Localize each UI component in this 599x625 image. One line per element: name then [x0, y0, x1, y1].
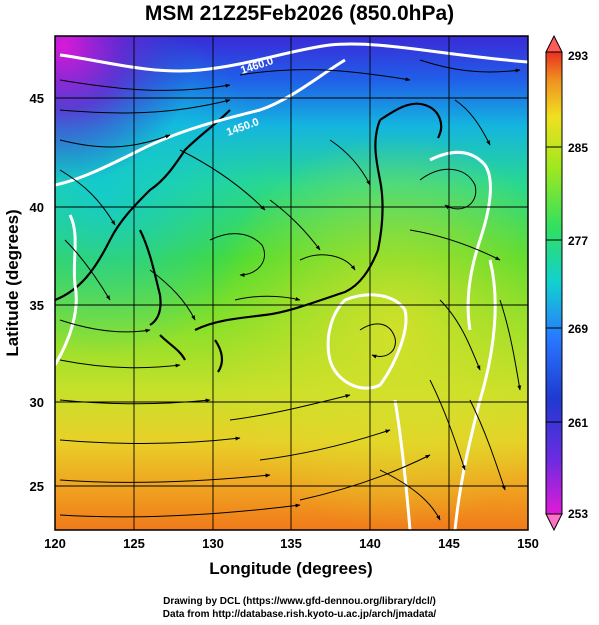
y-tick-label: 40	[30, 200, 44, 215]
colorbar-label: 293	[568, 49, 588, 63]
y-axis: 25 30 35 40 45 Latitude (degrees)	[3, 91, 44, 494]
y-tick-label: 35	[30, 298, 44, 313]
x-tick-label: 130	[202, 536, 224, 551]
y-tick-label: 45	[30, 91, 44, 106]
colorbar-bottom-arrow	[545, 513, 563, 532]
coastlines	[55, 102, 443, 373]
colorbar-label: 285	[568, 141, 588, 155]
x-tick-label: 140	[359, 536, 381, 551]
wind-streamlines	[59, 59, 522, 521]
colorbar-label: 277	[568, 234, 588, 248]
temperature-field	[55, 36, 528, 530]
colorbar-label: 253	[568, 507, 588, 521]
x-tick-label: 150	[517, 536, 539, 551]
credit-data-source: Data from http://database.rish.kyoto-u.a…	[162, 609, 437, 620]
x-axis: 120 125 130 135 140 145 150 Longitude (d…	[44, 536, 539, 578]
y-tick-label: 30	[30, 395, 44, 410]
x-tick-label: 135	[280, 536, 302, 551]
colorbar-label: 269	[568, 322, 588, 336]
colorbar-scale	[545, 51, 563, 515]
x-tick-label: 120	[44, 536, 66, 551]
colorbar-label: 261	[568, 416, 588, 430]
grid-lines	[55, 36, 528, 530]
map-title: MSM 21Z25Feb2026 (850.0hPa)	[144, 2, 455, 25]
y-tick-label: 25	[30, 479, 44, 494]
x-tick-label: 145	[438, 536, 460, 551]
credit-drawing: Drawing by DCL (https://www.gfd-dennou.o…	[163, 596, 436, 607]
x-tick-label: 125	[123, 536, 145, 551]
y-axis-title: Latitude (degrees)	[3, 209, 22, 356]
colorbar: 293 285 277 269 261 253	[545, 34, 588, 532]
colorbar-top-arrow	[545, 34, 563, 53]
height-contours	[55, 42, 528, 530]
x-axis-title: Longitude (degrees)	[209, 559, 372, 578]
plot-frame	[54, 35, 529, 531]
